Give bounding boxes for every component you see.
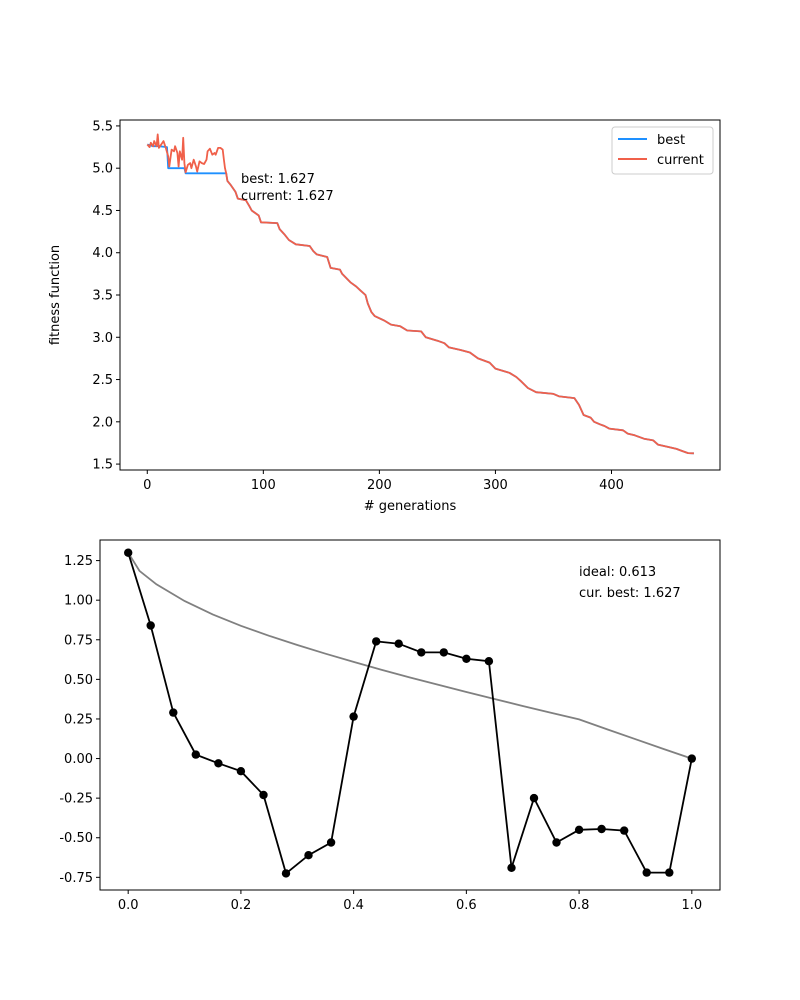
solution-point-marker — [146, 621, 155, 630]
solution-plot: 0.0 0.2 0.4 0.6 0.8 1.0 -0.75 -0.50 -0.25 0.00 0.… — [59, 539, 721, 913]
fitness-plot: 0 100 200 300 400 1.5 2.0 2.5 3.0 3.5 4.0 4.5 5.0 5.… — [48, 119, 721, 514]
fitness-x-tick-label: 200 — [367, 478, 392, 493]
ideal-curve-line — [127, 552, 693, 760]
solution-x-tick-label: 0.4 — [343, 898, 364, 913]
solution-point-marker — [552, 838, 561, 847]
solution-y-tick-label: -0.25 — [59, 792, 93, 807]
fitness-y-tick-label: 2.0 — [92, 415, 113, 430]
cur-best-score-annotation: cur. best: 1.627 — [579, 586, 681, 601]
solution-y-ticks: -0.75 -0.50 -0.25 0.00 0.25 0.50 0.75 1.00 1.25 — [59, 554, 100, 886]
solution-y-tick-label: 0.50 — [64, 673, 93, 688]
fitness-series-lines — [146, 133, 694, 455]
solution-point-marker — [372, 637, 381, 646]
fitness-y-tick-label: 2.5 — [92, 373, 113, 388]
solution-x-tick-label: 0.8 — [569, 898, 590, 913]
current-series-line — [146, 133, 694, 455]
fitness-y-tick-label: 5.0 — [92, 162, 113, 177]
solution-point-marker — [574, 825, 584, 834]
fitness-y-tick-label: 3.5 — [92, 289, 113, 304]
solution-point-marker — [597, 824, 606, 834]
solution-point-marker — [417, 648, 426, 657]
solution-x-ticks: 0.0 0.2 0.4 0.6 0.8 1.0 — [118, 890, 702, 913]
solution-point-marker — [259, 790, 268, 800]
solution-x-tick-label: 0.6 — [456, 898, 477, 913]
solution-plot-frame — [99, 539, 721, 891]
fitness-x-ticks: 0 100 200 300 400 — [143, 470, 624, 493]
fitness-y-tick-label: 1.5 — [92, 458, 113, 473]
fitness-x-tick-label: 400 — [599, 478, 624, 493]
solution-y-tick-label: -0.75 — [59, 871, 93, 886]
solution-point-marker — [124, 548, 133, 557]
fitness-y-ticks: 1.5 2.0 2.5 3.0 3.5 4.0 4.5 5.0 5.5 — [92, 119, 120, 473]
solution-point-marker — [665, 868, 674, 877]
legend-label-best: best — [657, 133, 685, 148]
solution-y-tick-label: 0.75 — [64, 633, 93, 648]
solution-point-marker — [326, 838, 336, 847]
solution-point-marker — [304, 851, 313, 860]
solution-point-marker — [642, 868, 651, 877]
best-score-annotation: best: 1.627 — [241, 172, 315, 187]
solution-point-marker — [687, 754, 696, 763]
fitness-x-tick-label: 300 — [483, 478, 508, 493]
solution-x-tick-label: 0.0 — [118, 898, 139, 913]
solution-point-marker — [349, 712, 358, 721]
ideal-score-annotation: ideal: 0.613 — [579, 565, 656, 580]
solution-point-marker — [462, 654, 471, 663]
solution-point-marker — [191, 750, 200, 759]
fitness-x-tick-label: 0 — [143, 478, 151, 493]
fitness-y-tick-label: 3.0 — [92, 331, 113, 346]
fitness-y-tick-label: 5.5 — [92, 119, 113, 134]
solution-point-marker — [169, 708, 178, 717]
solution-point-marker — [620, 826, 629, 835]
solution-y-tick-label: -0.50 — [59, 831, 93, 846]
solution-y-tick-label: 1.00 — [64, 594, 93, 609]
fitness-x-axis-label: # generations — [364, 499, 457, 514]
fitness-x-tick-label: 100 — [251, 478, 276, 493]
solution-point-marker — [484, 657, 494, 666]
fitness-y-tick-label: 4.5 — [92, 204, 113, 219]
solution-point-marker — [394, 639, 403, 648]
solution-point-marker — [236, 767, 246, 776]
legend: best current — [611, 126, 714, 175]
solution-y-tick-label: 0.25 — [64, 712, 93, 727]
solution-point-marker — [439, 648, 448, 657]
solution-point-marker — [529, 793, 539, 803]
solution-y-tick-label: 1.25 — [64, 554, 93, 569]
solution-point-marker — [214, 759, 223, 768]
solution-point-marker — [281, 869, 291, 878]
solution-x-tick-label: 0.2 — [231, 898, 252, 913]
legend-label-current: current — [657, 153, 704, 168]
current-score-annotation: current: 1.627 — [241, 189, 334, 204]
solution-point-marker — [507, 863, 516, 872]
solution-series-lines — [124, 548, 696, 878]
solution-y-tick-label: 0.00 — [64, 752, 93, 767]
solution-x-tick-label: 1.0 — [681, 898, 702, 913]
fitness-y-axis-label: fitness function — [48, 245, 63, 345]
fitness-y-tick-label: 4.0 — [92, 246, 113, 261]
